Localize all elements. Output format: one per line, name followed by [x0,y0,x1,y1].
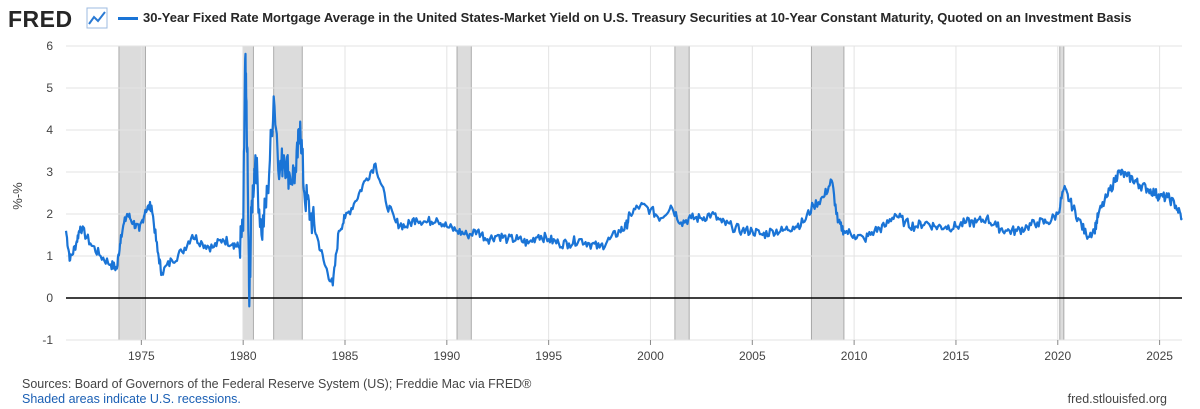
x-tick-label: 2025 [1146,349,1173,363]
y-tick-label: -1 [42,333,53,347]
x-tick-label: 1975 [128,349,155,363]
x-tick-label: 2010 [841,349,868,363]
x-tick-label: 1990 [433,349,460,363]
x-tick-labels: 1975 1980 1985 1990 1995 2000 2005 2010 2015 2020… [128,340,1173,363]
footer-source: Sources: Board of Governors of the Feder… [22,377,532,391]
series-group [64,52,1183,308]
chart-title: 30-Year Fixed Rate Mortgage Average in t… [143,10,1132,25]
chart-header: FRED 30-Year Fixed Rate Mortgage Average… [0,0,1200,38]
x-tick-label: 1985 [332,349,359,363]
y-tick-label: 3 [46,165,53,179]
line-chart-icon [86,7,108,29]
fred-logo[interactable]: FRED [8,6,73,32]
x-tick-label: 1980 [230,349,257,363]
y-tick-label: 0 [46,291,53,305]
x-tick-label: 1995 [535,349,562,363]
x-tick-label: 2015 [943,349,970,363]
y-axis-label: %-% [10,182,25,210]
footer-recession-note: Shaded areas indicate U.S. recessions. [22,392,241,406]
x-tick-label: 2020 [1044,349,1071,363]
y-tick-label: 2 [46,207,53,221]
recession-band [273,45,303,341]
y-tick-label: 6 [46,39,53,53]
legend-line-swatch [118,17,138,20]
recession-band [674,45,690,341]
y-tick-label: 5 [46,81,53,95]
recession-band [456,45,472,341]
footer-url[interactable]: fred.stlouisfed.org [1067,392,1167,406]
x-tick-label: 2005 [739,349,766,363]
y-tick-labels: -1 0 1 2 3 4 5 6 [42,39,53,347]
series-line [64,52,1183,308]
recession-bands [118,45,1065,341]
y-tick-label: 1 [46,249,53,263]
x-tick-label: 2000 [637,349,664,363]
y-tick-label: 4 [46,123,53,137]
grid-lines [66,45,1182,341]
